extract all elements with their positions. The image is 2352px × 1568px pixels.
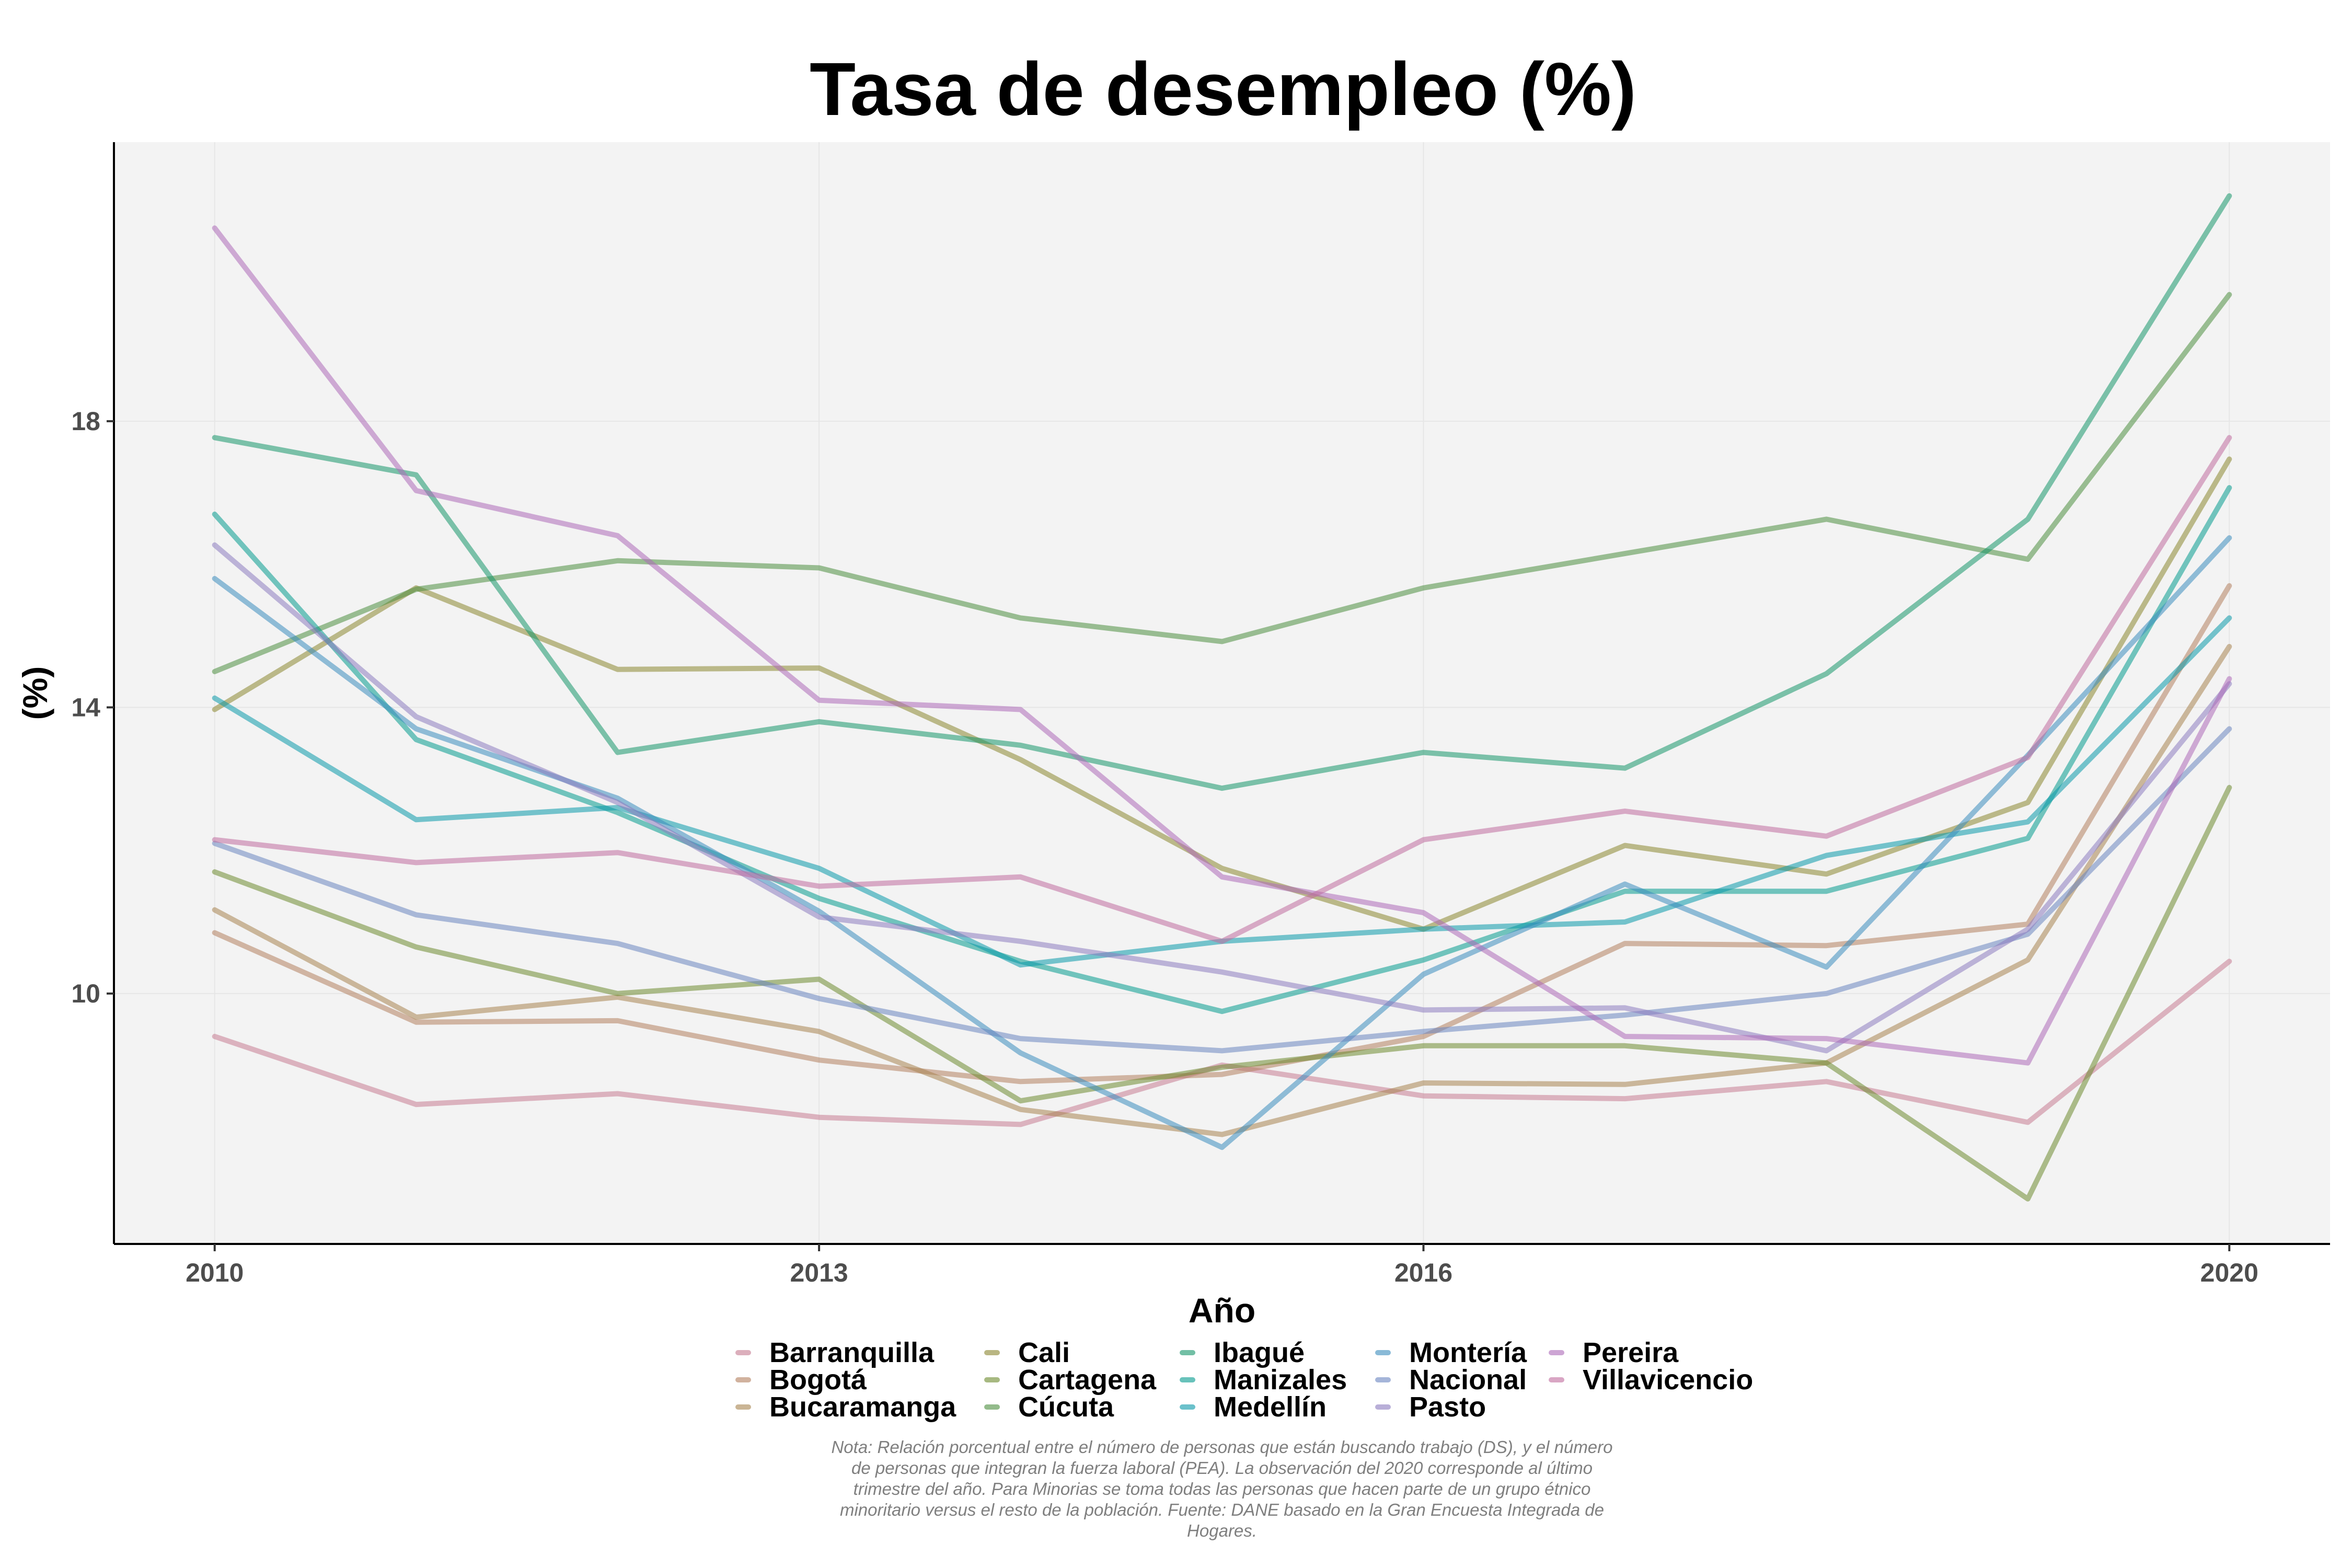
y-tick-label: 18 [71, 407, 100, 436]
series-line-cucuta [212, 292, 2232, 674]
plot-panel [114, 142, 2330, 1244]
footnote: Nota: Relación porcentual entre el númer… [831, 1437, 1612, 1540]
legend-label-pasto: Pasto [1409, 1391, 1486, 1423]
legend-label-ibague: Ibagué [1214, 1337, 1305, 1368]
legend-label-nacional: Nacional [1409, 1364, 1527, 1396]
legend-label-cartagena: Cartagena [1018, 1364, 1157, 1396]
series-line-ibague [212, 193, 2232, 791]
x-axis-ticks: 2010 2013 2016 2020 [186, 1244, 2258, 1287]
footnote-line: trimestre del año. Para Minorias se toma… [854, 1479, 1591, 1498]
x-axis-title: Año [1189, 1291, 1255, 1330]
legend-label-barranquilla: Barranquilla [769, 1337, 935, 1368]
series-lines [212, 193, 2232, 1202]
footnote-line: Nota: Relación porcentual entre el númer… [831, 1437, 1612, 1457]
y-tick-label: 10 [71, 979, 100, 1008]
series-line-cali [212, 456, 2232, 932]
y-tick-label: 14 [71, 693, 100, 722]
x-tick-label: 2016 [1394, 1258, 1452, 1287]
legend-label-villavicencio: Villavicencio [1583, 1364, 1753, 1396]
x-tick-label: 2013 [790, 1258, 848, 1287]
legend-label-bogota: Bogotá [769, 1364, 867, 1396]
legend-label-manizales: Manizales [1214, 1364, 1347, 1396]
footnote-line: de personas que integran la fuerza labor… [851, 1458, 1593, 1478]
legend-label-medellin: Medellín [1214, 1391, 1327, 1423]
x-tick-label: 2020 [2200, 1258, 2258, 1287]
x-tick-label: 2010 [186, 1258, 244, 1287]
y-axis-title: (%) [16, 666, 54, 720]
legend-label-cucuta: Cúcuta [1018, 1391, 1114, 1423]
series-line-pereira [212, 225, 2232, 1066]
series-line-bucaramanga [212, 644, 2232, 1137]
footnote-line: Hogares. [1187, 1521, 1257, 1540]
legend-label-cali: Cali [1018, 1337, 1070, 1368]
series-line-villavicencio [212, 435, 2232, 944]
y-axis-ticks: 10 14 18 [71, 407, 114, 1008]
series-line-nacional [212, 726, 2232, 1054]
footnote-line: minoritario versus el resto de la poblac… [840, 1500, 1604, 1519]
series-line-cartagena [212, 785, 2232, 1202]
legend-label-monteria: Montería [1409, 1337, 1527, 1368]
series-line-bogota [212, 583, 2232, 1085]
series-line-manizales [212, 485, 2232, 1014]
legend-label-pereira: Pereira [1583, 1337, 1679, 1368]
series-line-pasto [212, 542, 2232, 1054]
legend-label-bucaramanga: Bucaramanga [769, 1391, 956, 1423]
chart-title: Tasa de desempleo (%) [810, 47, 1636, 131]
